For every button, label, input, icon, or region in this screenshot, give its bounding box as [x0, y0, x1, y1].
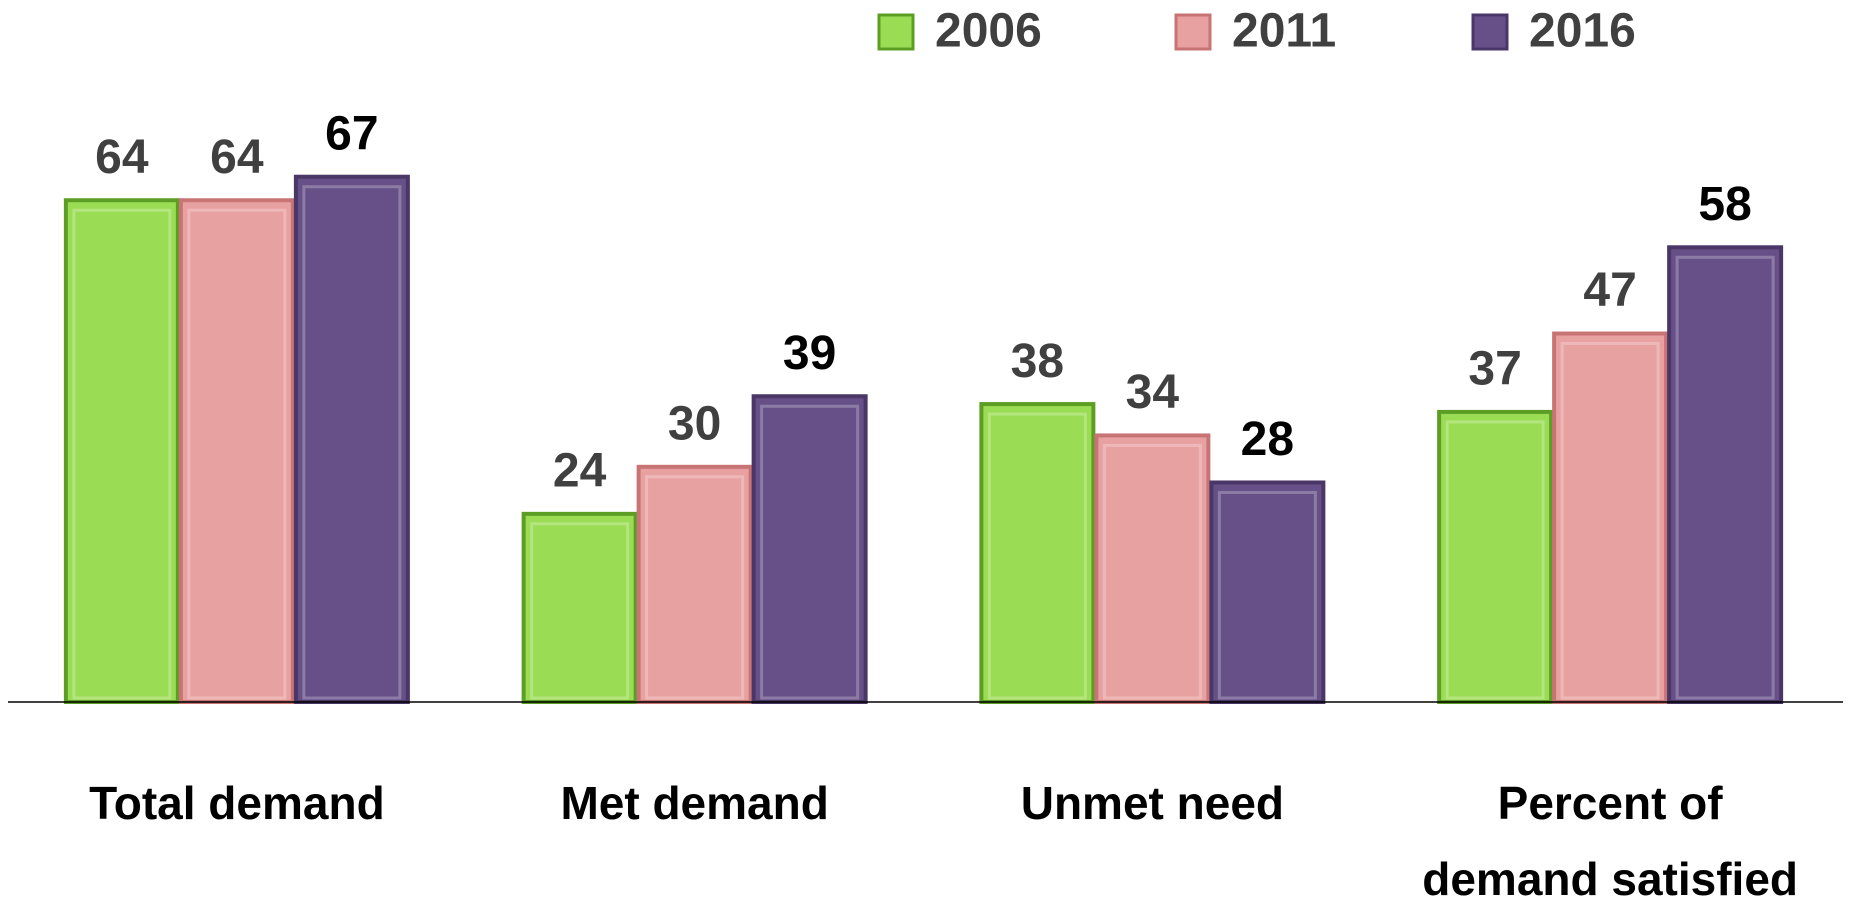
data-label: 38: [1011, 335, 1064, 388]
bar-bevel: [530, 522, 630, 700]
data-label: 64: [95, 131, 149, 184]
legend-swatch: [1471, 13, 1509, 51]
data-label: 58: [1698, 178, 1751, 231]
bar-bevel: [987, 412, 1087, 700]
bar: [636, 464, 753, 704]
bar: [293, 174, 410, 705]
bar-bevel: [760, 404, 860, 700]
data-label: 64: [210, 131, 264, 184]
bar: [1552, 331, 1669, 704]
legend-label: 2011: [1232, 5, 1336, 58]
data-label: 24: [553, 445, 607, 498]
bar: [751, 394, 868, 704]
x-tick-label: Met demand: [560, 777, 829, 829]
data-label: 47: [1583, 264, 1636, 317]
bar: [1667, 245, 1784, 704]
legend-label: 2006: [935, 5, 1042, 58]
data-label: 39: [783, 327, 836, 380]
legend-swatch: [1174, 13, 1212, 51]
x-tick-label: Unmet need: [1020, 777, 1284, 829]
bar-bevel: [1217, 490, 1317, 700]
legend-swatch: [877, 13, 915, 51]
bar: [521, 511, 638, 705]
x-tick-label: Total demand: [89, 777, 385, 829]
bar-bevel: [187, 208, 287, 700]
bar: [1209, 480, 1326, 705]
data-label: 37: [1468, 343, 1521, 396]
bar: [63, 198, 180, 705]
bar: [1437, 409, 1554, 704]
bar-bevel: [1102, 443, 1202, 700]
bar-bevel: [1675, 255, 1775, 700]
data-label: 30: [668, 397, 721, 450]
bar-bevel: [1445, 420, 1545, 700]
data-label: 34: [1126, 366, 1180, 419]
bar-bevel: [302, 185, 402, 700]
legend-label: 2016: [1529, 5, 1636, 58]
data-label: 67: [325, 107, 378, 160]
bar: [178, 198, 295, 705]
bar-bevel: [72, 208, 172, 700]
bar-bevel: [1560, 342, 1660, 700]
bar: [1094, 433, 1211, 704]
bar-bevel: [645, 475, 745, 700]
x-tick-label: Percent of demand satisfied: [1422, 777, 1799, 905]
bar: [979, 402, 1096, 704]
data-label: 28: [1241, 413, 1294, 466]
